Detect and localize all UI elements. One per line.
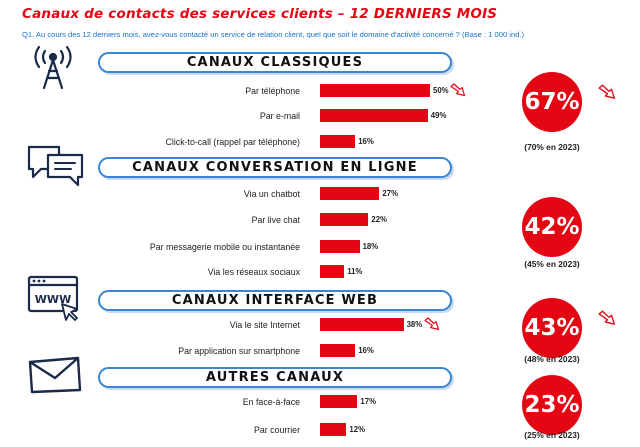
section-title: AUTRES CANAUX <box>205 370 345 385</box>
trend-down-arrow-icon <box>450 83 466 102</box>
bar-label: Par téléphone <box>245 86 300 96</box>
previous-year-value: (25% en 2023) <box>524 430 580 440</box>
bar-label: Par courrier <box>254 425 300 435</box>
bar-label: Via les réseaux sociaux <box>207 267 300 277</box>
web-browser-icon: WWW <box>26 274 82 329</box>
section-header: CANAUX CONVERSATION EN LIGNE <box>98 157 452 178</box>
bar-label: Par application sur smartphone <box>178 346 300 356</box>
survey-question: Q1. Au cours des 12 derniers mois, avez-… <box>22 30 525 39</box>
section-header: AUTRES CANAUX <box>98 367 452 388</box>
section-header: CANAUX CLASSIQUES <box>98 52 452 73</box>
chart-title: Canaux de contacts des services clients … <box>22 6 498 22</box>
bar-value-label: 16% <box>358 137 374 146</box>
total-percentage: 23% <box>522 375 582 435</box>
bar <box>320 135 356 148</box>
bar <box>320 240 360 253</box>
bar-label: Via un chatbot <box>243 189 300 199</box>
bar <box>320 318 404 331</box>
bar-value-label: 17% <box>360 397 376 406</box>
bar-value-label: 11% <box>347 267 363 276</box>
bar-label: Via le site Internet <box>229 320 300 330</box>
bar-value-label: 18% <box>362 242 379 251</box>
svg-text:WWW: WWW <box>35 293 71 306</box>
section-title: CANAUX INTERFACE WEB <box>171 293 379 308</box>
section-title: CANAUX CLASSIQUES <box>186 55 364 70</box>
bar <box>320 265 345 278</box>
bar <box>320 109 428 122</box>
bar-value-label: 22% <box>371 215 387 224</box>
bar <box>320 187 380 200</box>
bar-value-label: 27% <box>382 189 398 198</box>
previous-year-value: (48% en 2023) <box>524 354 580 364</box>
bar-value-label: 16% <box>358 346 374 355</box>
section-header: CANAUX INTERFACE WEB <box>98 290 452 311</box>
previous-year-value: (45% en 2023) <box>524 259 580 269</box>
total-percentage: 42% <box>522 197 582 257</box>
bar <box>320 84 430 97</box>
bar-label: Par live chat <box>251 215 300 225</box>
total-percentage: 43% <box>522 298 582 358</box>
bar <box>320 213 369 226</box>
antenna-icon <box>26 44 80 95</box>
bar-label: Par e-mail <box>259 111 300 121</box>
chat-bubbles-icon <box>26 143 86 192</box>
trend-down-arrow-icon <box>598 310 616 331</box>
bar-value-label: 50% <box>433 86 449 95</box>
bar-label: Par messagerie mobile ou instantanée <box>149 242 300 252</box>
bar <box>320 423 347 436</box>
envelope-icon <box>26 354 84 401</box>
previous-year-value: (70% en 2023) <box>524 142 580 152</box>
bar-value-label: 49% <box>430 111 447 120</box>
trend-down-arrow-icon <box>423 317 440 336</box>
trend-down-arrow-icon <box>598 84 616 105</box>
bar-value-label: 12% <box>349 425 365 434</box>
bar <box>320 395 358 408</box>
total-percentage: 67% <box>522 72 582 132</box>
section-title: CANAUX CONVERSATION EN LIGNE <box>132 160 418 175</box>
bar-label: En face-à-face <box>242 397 300 407</box>
bar-label: Click-to-call (rappel par téléphone) <box>165 137 300 147</box>
bar-value-label: 38% <box>406 320 423 329</box>
bar <box>320 344 356 357</box>
